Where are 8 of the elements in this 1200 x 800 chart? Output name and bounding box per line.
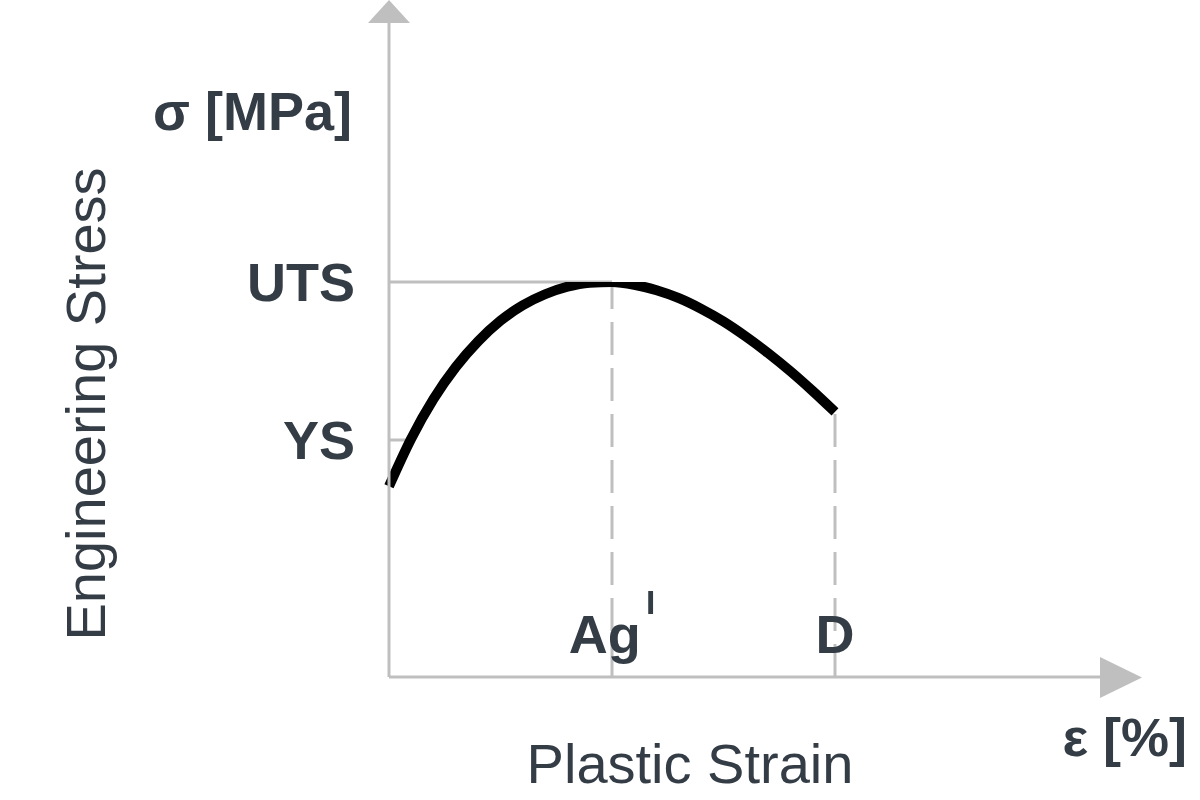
y-axis-title: Engineering Stress	[54, 167, 117, 641]
x-tick-label: Ag$^{I}$	[568, 584, 656, 664]
x-axis-title: Plastic Strain	[526, 732, 854, 795]
x-tick-label: D	[815, 604, 855, 664]
text: ε [%]	[1062, 707, 1187, 767]
ref-line-label: UTS	[247, 252, 355, 312]
text: σ [MPa]	[153, 81, 352, 141]
ref-line-label: YS	[282, 410, 355, 470]
